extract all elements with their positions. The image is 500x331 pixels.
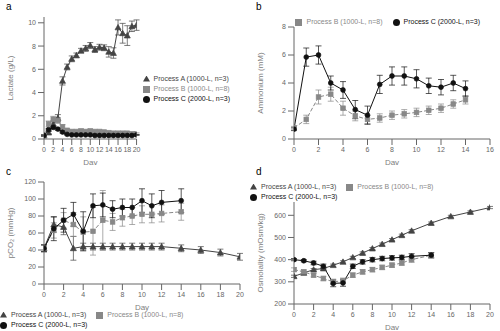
svg-text:18: 18	[467, 311, 475, 318]
svg-text:20: 20	[28, 263, 36, 270]
html-text:Process B (1000-L, n=8): Process B (1000-L, n=8)	[357, 183, 434, 190]
svg-text:200: 200	[274, 300, 286, 307]
svg-text:10: 10	[86, 146, 94, 153]
svg-text:Day: Day	[135, 303, 149, 312]
svg-text:6: 6	[32, 66, 36, 73]
svg-text:Day: Day	[385, 323, 399, 330]
svg-text:16: 16	[197, 291, 205, 298]
svg-text:Day: Day	[385, 158, 399, 165]
svg-text:4: 4	[61, 146, 65, 153]
svg-text:0: 0	[282, 135, 286, 142]
svg-text:6: 6	[101, 291, 105, 298]
svg-text:60: 60	[28, 229, 36, 236]
svg-text:0: 0	[292, 146, 296, 153]
svg-text:40: 40	[28, 246, 36, 253]
svg-text:Lactate (g/L): Lactate (g/L)	[8, 55, 15, 100]
svg-text:pCO₂ (mmHg): pCO₂ (mmHg)	[8, 207, 15, 258]
svg-text:10: 10	[138, 291, 146, 298]
svg-text:12: 12	[96, 146, 104, 153]
svg-text:2: 2	[32, 112, 36, 119]
svg-text:10: 10	[413, 146, 421, 153]
svg-text:8: 8	[32, 43, 36, 50]
svg-text:4: 4	[341, 146, 345, 153]
svg-text:20: 20	[133, 146, 141, 153]
svg-text:12: 12	[158, 291, 166, 298]
html-text:d: d	[256, 166, 262, 177]
svg-text:Osmolality (mOsm/kg): Osmolality (mOsm/kg)	[256, 213, 265, 292]
svg-text:16: 16	[447, 311, 455, 318]
svg-text:10: 10	[28, 19, 36, 26]
svg-text:Day: Day	[83, 158, 97, 165]
svg-text:2: 2	[317, 146, 321, 153]
svg-text:0: 0	[42, 146, 46, 153]
svg-text:4: 4	[32, 89, 36, 96]
html-text:Process C (2000-L, n=3): Process C (2000-L, n=3)	[261, 193, 338, 200]
html-text:Process C (2000-L, n=3): Process C (2000-L, n=3)	[403, 18, 480, 25]
html-text:a: a	[6, 1, 12, 12]
svg-text:300: 300	[274, 278, 286, 285]
html-text:Process B (1000-L, n=8): Process B (1000-L, n=8)	[306, 18, 383, 25]
svg-text:12: 12	[408, 311, 416, 318]
svg-text:16: 16	[486, 146, 492, 153]
svg-text:20: 20	[486, 311, 492, 318]
svg-text:2: 2	[62, 291, 66, 298]
svg-text:0: 0	[292, 311, 296, 318]
html-text:Process A (1000-L, n=3): Process A (1000-L, n=3)	[11, 311, 87, 318]
svg-text:4: 4	[331, 311, 335, 318]
svg-text:Ammonium (mM): Ammonium (mM)	[256, 52, 265, 114]
svg-text:4: 4	[81, 291, 85, 298]
svg-text:14: 14	[427, 311, 435, 318]
svg-text:4: 4	[282, 79, 286, 86]
svg-text:16: 16	[114, 146, 122, 153]
svg-text:0: 0	[32, 135, 36, 142]
svg-text:2: 2	[312, 311, 316, 318]
svg-text:20: 20	[236, 291, 244, 298]
svg-text:18: 18	[123, 146, 131, 153]
html-text:c: c	[6, 166, 11, 177]
svg-text:6: 6	[366, 146, 370, 153]
svg-text:8: 8	[370, 311, 374, 318]
svg-text:8: 8	[390, 146, 394, 153]
svg-text:6: 6	[351, 311, 355, 318]
svg-text:10: 10	[388, 311, 396, 318]
svg-text:6: 6	[70, 146, 74, 153]
svg-text:8: 8	[282, 23, 286, 30]
svg-text:12: 12	[437, 146, 445, 153]
svg-text:6: 6	[282, 51, 286, 58]
html-text:Process C (2000-L, n=3): Process C (2000-L, n=3)	[11, 321, 88, 328]
svg-text:500: 500	[274, 234, 286, 241]
html-text:b: b	[256, 1, 262, 12]
svg-text:100: 100	[24, 195, 36, 202]
svg-text:2: 2	[282, 107, 286, 114]
html-text:Process B (1000-L, n=8): Process B (1000-L, n=8)	[107, 311, 184, 318]
svg-text:2: 2	[51, 146, 55, 153]
svg-text:14: 14	[462, 146, 470, 153]
svg-text:0: 0	[32, 280, 36, 287]
svg-text:80: 80	[28, 212, 36, 219]
svg-text:120: 120	[24, 178, 36, 185]
svg-text:8: 8	[120, 291, 124, 298]
html-text:Process A (1000-L, n=3): Process A (1000-L, n=3)	[153, 75, 229, 82]
svg-text:400: 400	[274, 256, 286, 263]
svg-text:8: 8	[79, 146, 83, 153]
svg-text:18: 18	[217, 291, 225, 298]
html-text:Process C (2000-L, n=3): Process C (2000-L, n=3)	[153, 95, 230, 102]
svg-text:14: 14	[177, 291, 185, 298]
svg-text:0: 0	[42, 291, 46, 298]
html-text:Process A (1000-L, n=3): Process A (1000-L, n=3)	[261, 183, 337, 190]
svg-text:14: 14	[105, 146, 113, 153]
svg-text:600: 600	[274, 212, 286, 219]
html-text:Process B (1000-L, n=8): Process B (1000-L, n=8)	[153, 85, 230, 92]
